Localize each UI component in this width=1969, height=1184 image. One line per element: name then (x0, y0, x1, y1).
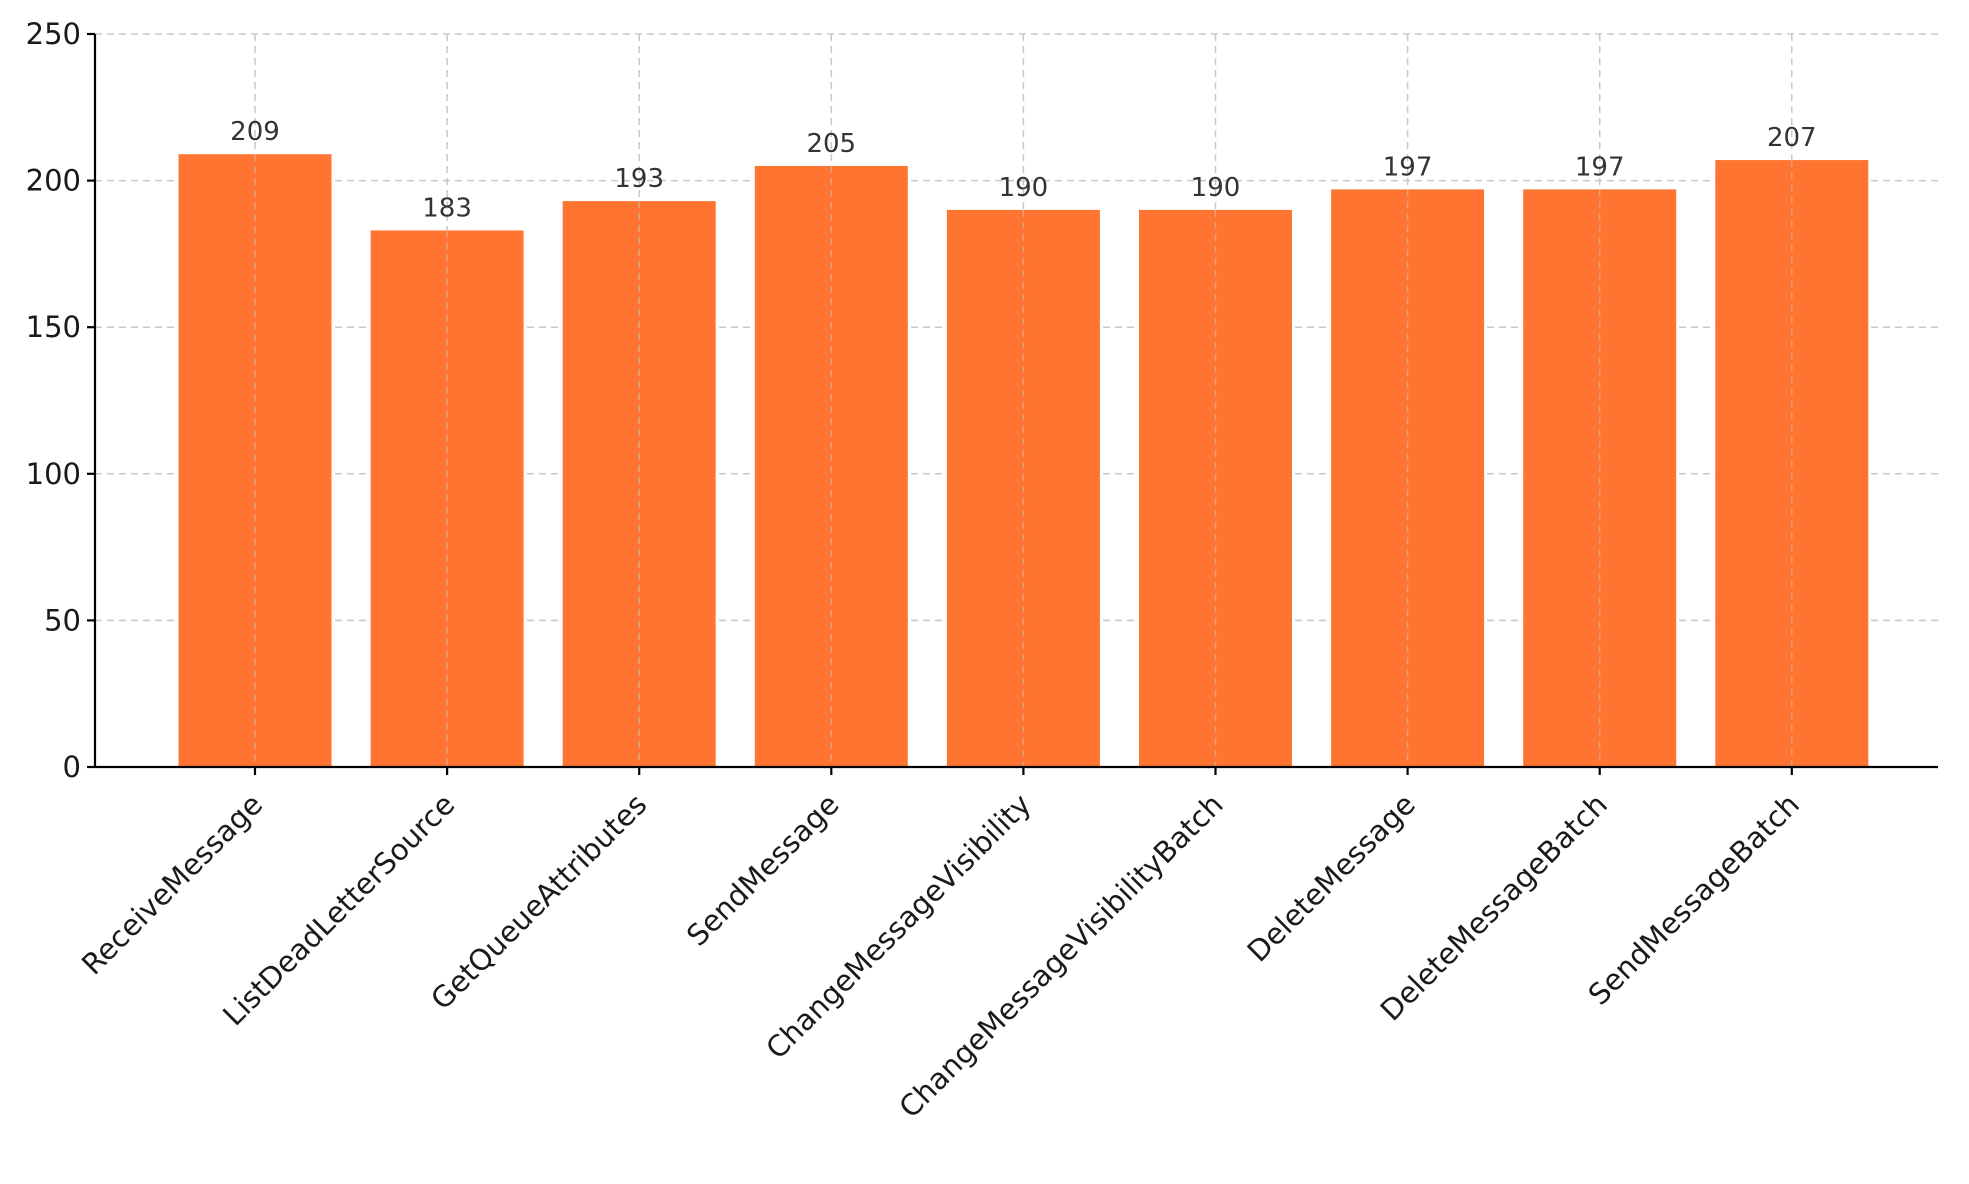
x-tick-label: DeleteMessage (1241, 787, 1422, 968)
x-tick-label: SendMessageBatch (1582, 787, 1807, 1012)
axes-layer (87, 32, 1938, 775)
data-label: 183 (422, 193, 472, 223)
bars-layer (178, 154, 1869, 768)
data-label: 207 (1767, 123, 1817, 153)
y-tick-label: 250 (26, 17, 81, 51)
data-label: 197 (1575, 152, 1625, 182)
data-label: 193 (614, 164, 664, 194)
x-tick-label: ChangeMessageVisibilityBatch (892, 787, 1229, 1124)
data-label: 209 (230, 117, 280, 147)
y-tick-label: 150 (26, 310, 81, 344)
data-label: 190 (1191, 173, 1241, 203)
y-tick-label: 50 (44, 603, 81, 637)
data-label: 197 (1383, 152, 1433, 182)
data-label: 190 (999, 173, 1049, 203)
x-tick-label: GetQueueAttributes (424, 787, 653, 1016)
data-label: 205 (806, 129, 856, 159)
x-tick-label: ReceiveMessage (75, 787, 269, 981)
y-tick-label: 200 (26, 164, 81, 198)
y-tick-label: 0 (63, 750, 81, 784)
y-tick-label: 100 (26, 457, 81, 491)
x-tick-label: SendMessage (680, 787, 846, 953)
